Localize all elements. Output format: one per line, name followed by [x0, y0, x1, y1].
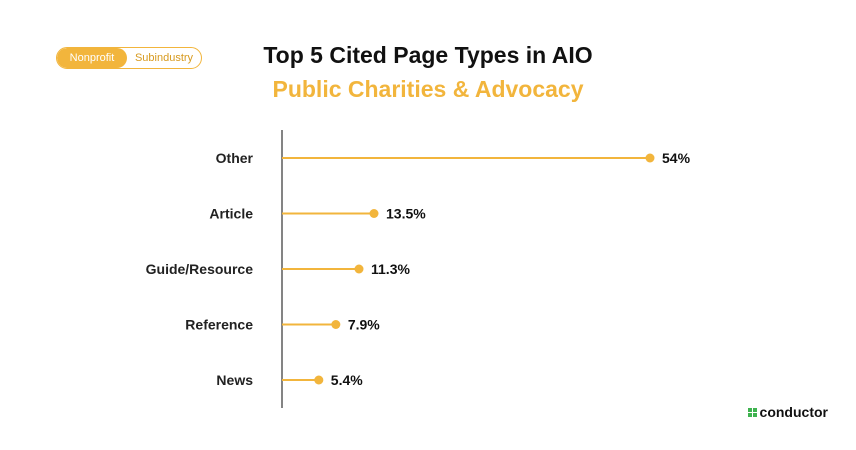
- conductor-logo-text: conductor: [759, 404, 828, 420]
- value-label: 11.3%: [371, 261, 410, 277]
- subindustry-toggle[interactable]: Nonprofit Subindustry: [56, 47, 202, 69]
- chart-title: Top 5 Cited Page Types in AIO: [263, 42, 593, 68]
- category-label: News: [216, 372, 253, 388]
- category-label: Other: [216, 150, 254, 166]
- value-label: 7.9%: [348, 317, 380, 333]
- bar-dot: [314, 375, 324, 385]
- value-label: 5.4%: [331, 372, 363, 388]
- value-label: 54%: [662, 150, 691, 166]
- category-label: Reference: [185, 317, 253, 333]
- category-label: Article: [209, 206, 253, 222]
- value-label: 13.5%: [386, 206, 426, 222]
- bar-dot: [354, 264, 364, 274]
- bar-dot: [369, 209, 379, 218]
- bar-dot: [645, 153, 655, 163]
- category-label: Guide/Resource: [146, 261, 254, 277]
- bar-dot: [331, 320, 341, 329]
- subindustry-tab[interactable]: Subindustry: [134, 52, 194, 64]
- chart-subtitle: Public Charities & Advocacy: [272, 76, 584, 102]
- conductor-logo: conductor: [747, 404, 828, 420]
- conductor-logo-icon: [747, 407, 757, 417]
- nonprofit-tab[interactable]: Nonprofit: [57, 48, 127, 68]
